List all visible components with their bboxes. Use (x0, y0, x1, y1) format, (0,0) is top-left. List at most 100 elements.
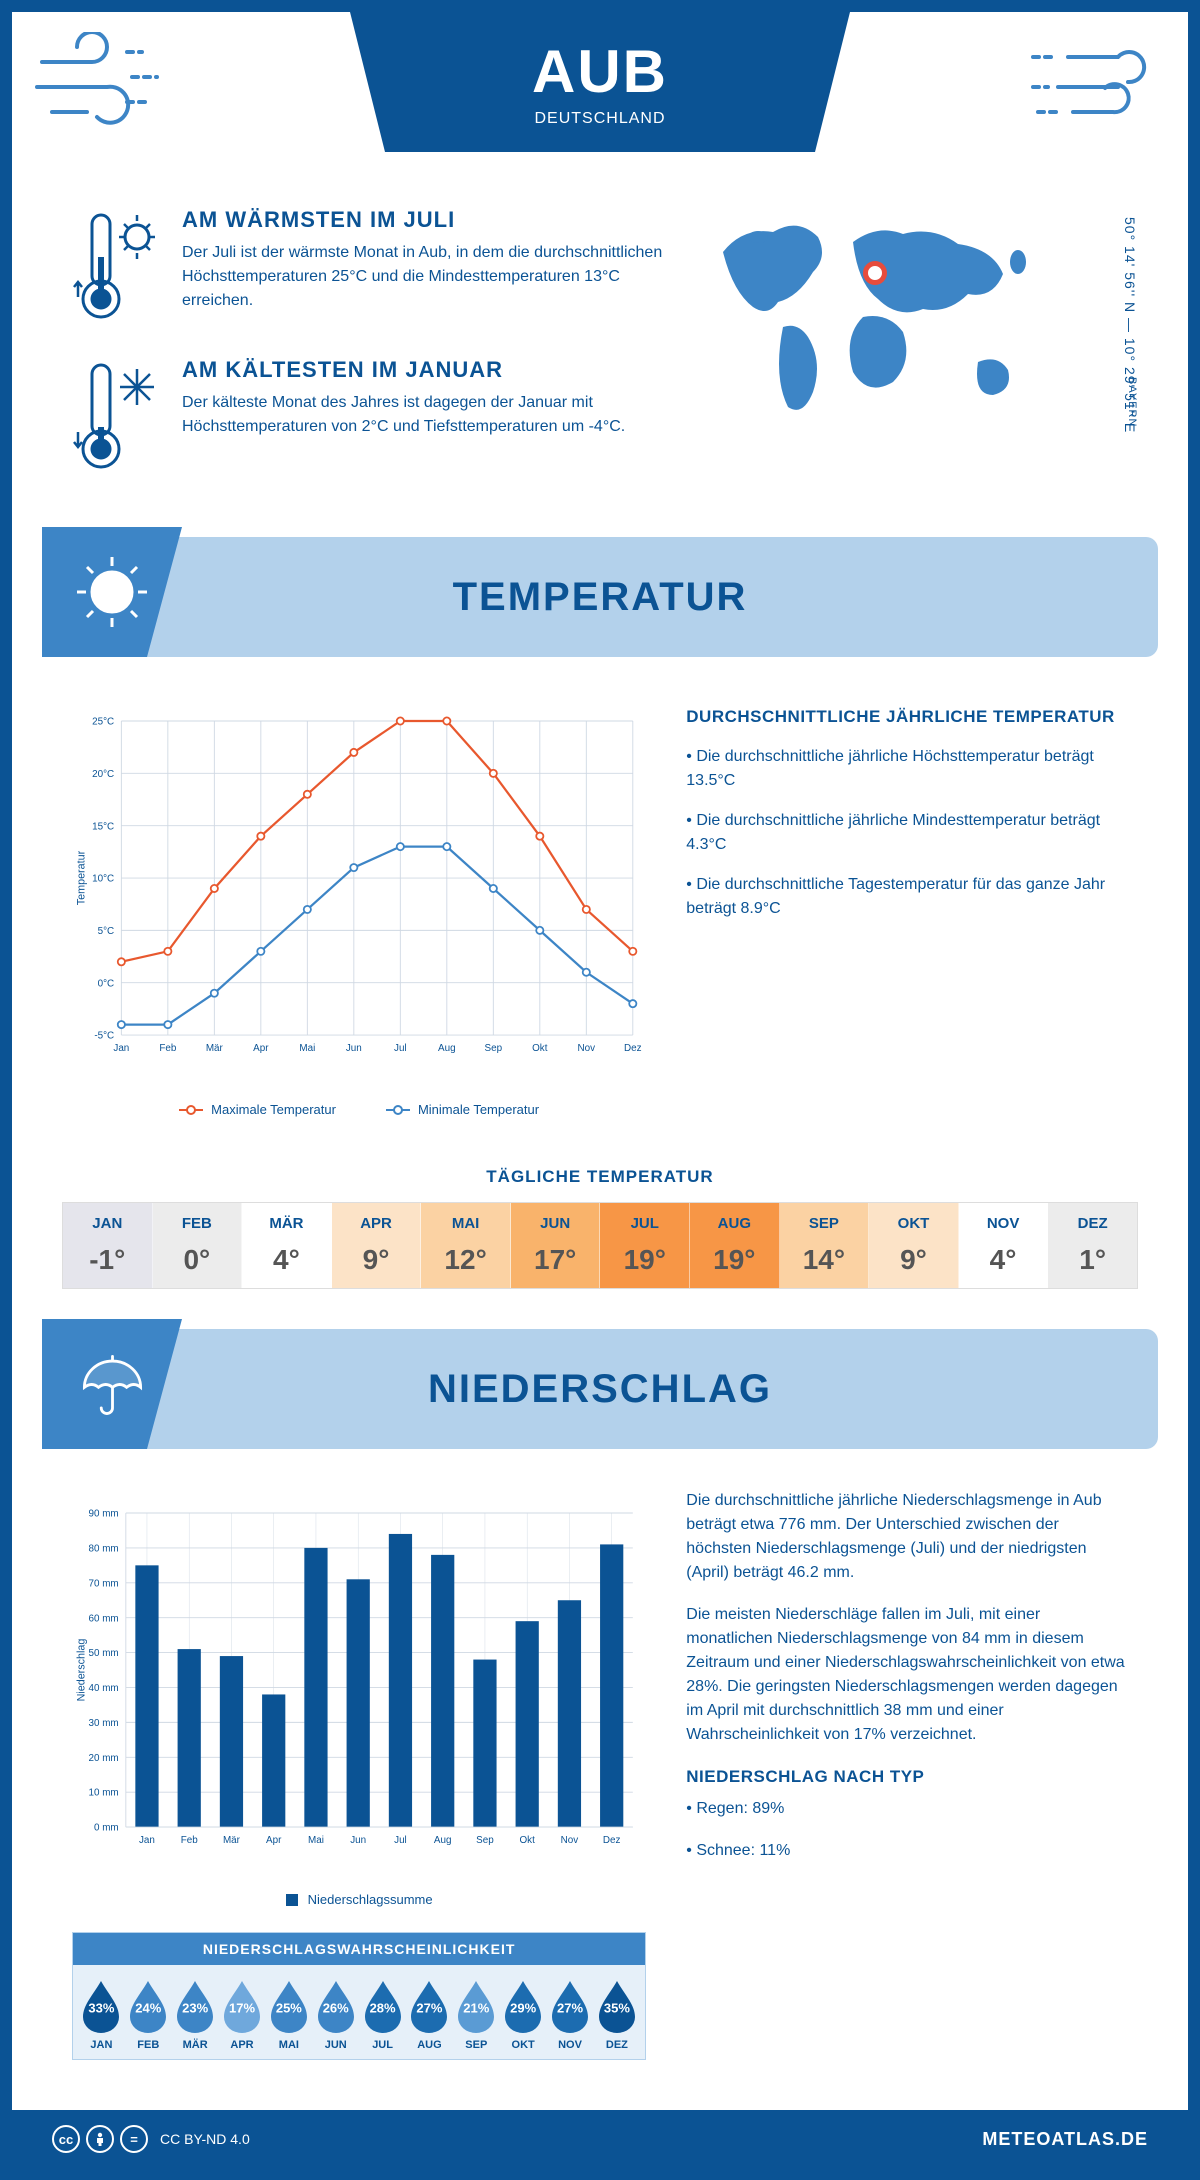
prob-month-label: FEB (125, 2039, 172, 2051)
temp-chart: -5°C0°C5°C10°C15°C20°C25°CJanFebMärAprMa… (72, 687, 646, 1117)
coldest-desc: Der kälteste Monat des Jahres ist dagege… (182, 391, 668, 439)
daily-temp-title: TÄGLICHE TEMPERATUR (12, 1167, 1188, 1187)
svg-text:15°C: 15°C (92, 821, 114, 832)
raindrop-icon: 29% (501, 1977, 545, 2033)
country-label: DEUTSCHLAND (534, 110, 665, 128)
coldest-text: AM KÄLTESTEN IM JANUAR Der kälteste Mona… (182, 357, 668, 482)
precip-prob-title: NIEDERSCHLAGSWAHRSCHEINLICHKEIT (73, 1933, 645, 1965)
svg-text:Jul: Jul (394, 1835, 407, 1846)
footer-license: cc = CC BY-ND 4.0 (52, 2125, 250, 2153)
prob-percent: 17% (229, 2000, 255, 2015)
svg-text:90 mm: 90 mm (89, 1509, 119, 1520)
temp-stats: DURCHSCHNITTLICHE JÄHRLICHE TEMPERATUR •… (686, 687, 1128, 1117)
svg-text:Jun: Jun (346, 1043, 362, 1054)
raindrop-icon: 28% (361, 1977, 405, 2033)
svg-text:25°C: 25°C (92, 717, 114, 728)
prob-percent: 27% (557, 2000, 583, 2015)
svg-text:10 mm: 10 mm (89, 1788, 119, 1799)
daily-temp-table: JAN-1°FEB0°MÄR4°APR9°MAI12°JUN17°JUL19°A… (62, 1202, 1138, 1289)
precip-para-1: Die durchschnittliche jährliche Niedersc… (686, 1489, 1128, 1585)
raindrop-icon: 27% (548, 1977, 592, 2033)
svg-text:Apr: Apr (253, 1043, 269, 1054)
prob-month-label: MAI (265, 2039, 312, 2051)
precip-type-item: • Regen: 89% (686, 1797, 1128, 1821)
svg-text:-5°C: -5°C (94, 1031, 114, 1042)
daily-temp-cell: DEZ1° (1048, 1203, 1137, 1288)
precipitation-title: NIEDERSCHLAG (428, 1367, 772, 1412)
prob-month-label: JUN (312, 2039, 359, 2051)
svg-text:0°C: 0°C (98, 978, 115, 989)
prob-percent: 21% (463, 2000, 489, 2015)
daily-month-label: MÄR (242, 1215, 331, 1232)
svg-text:Sep: Sep (476, 1835, 494, 1846)
city-title: AUB (532, 37, 668, 106)
daily-month-label: AUG (690, 1215, 779, 1232)
daily-temp-cell: JUL19° (600, 1203, 690, 1288)
prob-percent: 24% (135, 2000, 161, 2015)
footer: cc = CC BY-ND 4.0 METEOATLAS.DE (12, 2110, 1188, 2168)
daily-month-label: JUL (600, 1215, 689, 1232)
svg-text:Jan: Jan (139, 1835, 155, 1846)
thermometer-hot-icon (72, 207, 162, 332)
raindrop-icon: 26% (314, 1977, 358, 2033)
coldest-block: AM KÄLTESTEN IM JANUAR Der kälteste Mona… (72, 357, 668, 482)
svg-text:70 mm: 70 mm (89, 1578, 119, 1589)
svg-text:10°C: 10°C (92, 874, 114, 885)
daily-temp-cell: NOV4° (959, 1203, 1049, 1288)
daily-month-label: DEZ (1048, 1215, 1137, 1232)
daily-month-label: SEP (780, 1215, 869, 1232)
temperature-banner: TEMPERATUR (42, 537, 1158, 657)
daily-temp-cell: MÄR4° (242, 1203, 332, 1288)
raindrop-icon: 23% (173, 1977, 217, 2033)
raindrop-icon: 21% (454, 1977, 498, 2033)
precip-legend-label: Niederschlagssumme (308, 1892, 433, 1907)
svg-text:80 mm: 80 mm (89, 1543, 119, 1554)
warmest-desc: Der Juli ist der wärmste Monat in Aub, i… (182, 241, 668, 313)
daily-temp-cell: APR 9° (332, 1203, 422, 1288)
daily-month-label: FEB (153, 1215, 242, 1232)
prob-month-label: AUG (406, 2039, 453, 2051)
daily-temp-cell: AUG 19° (690, 1203, 780, 1288)
world-map-icon (708, 207, 1048, 427)
prob-percent: 29% (510, 2000, 536, 2015)
svg-text:40 mm: 40 mm (89, 1683, 119, 1694)
legend-min-label: Minimale Temperatur (418, 1102, 539, 1117)
cc-nd-icon: = (120, 2125, 148, 2153)
daily-month-label: MAI (421, 1215, 510, 1232)
daily-temp-cell: FEB0° (153, 1203, 243, 1288)
temperature-title: TEMPERATUR (453, 575, 748, 620)
prob-percent: 28% (370, 2000, 396, 2015)
daily-temp-value: 19° (690, 1244, 779, 1276)
daily-temp-value: 9° (332, 1244, 421, 1276)
prob-percent: 25% (276, 2000, 302, 2015)
precip-left: 0 mm10 mm20 mm30 mm40 mm50 mm60 mm70 mm8… (72, 1479, 646, 2060)
prob-cell: 27%NOV (547, 1977, 594, 2051)
prob-month-label: MÄR (172, 2039, 219, 2051)
daily-month-label: JUN (511, 1215, 600, 1232)
precip-type-item: • Schnee: 11% (686, 1839, 1128, 1863)
daily-temp-value: 14° (780, 1244, 869, 1276)
daily-temp-cell: JUN 17° (511, 1203, 601, 1288)
prob-cell: 17%APR (219, 1977, 266, 2051)
raindrop-icon: 24% (126, 1977, 170, 2033)
prob-percent: 33% (88, 2000, 114, 2015)
region-label: BAYERN (1126, 377, 1138, 427)
daily-temp-value: 17° (511, 1244, 600, 1276)
daily-temp-value: 12° (421, 1244, 510, 1276)
svg-text:Nov: Nov (578, 1043, 596, 1054)
daily-temp-cell: OKT9° (869, 1203, 959, 1288)
title-banner: AUB DEUTSCHLAND (350, 12, 850, 152)
prob-percent: 26% (323, 2000, 349, 2015)
legend-max-label: Maximale Temperatur (211, 1102, 336, 1117)
temp-stat-bullet: • Die durchschnittliche Tagestemperatur … (686, 873, 1128, 921)
daily-month-label: APR (332, 1215, 421, 1232)
svg-text:Jan: Jan (113, 1043, 129, 1054)
svg-text:Nov: Nov (561, 1835, 579, 1846)
svg-text:Jun: Jun (350, 1835, 366, 1846)
svg-text:Mär: Mär (223, 1835, 241, 1846)
svg-text:Temperatur: Temperatur (76, 850, 88, 905)
cc-icon: cc (52, 2125, 80, 2153)
daily-temp-value: 9° (869, 1244, 958, 1276)
prob-cell: 28%JUL (359, 1977, 406, 2051)
daily-month-label: JAN (63, 1215, 152, 1232)
